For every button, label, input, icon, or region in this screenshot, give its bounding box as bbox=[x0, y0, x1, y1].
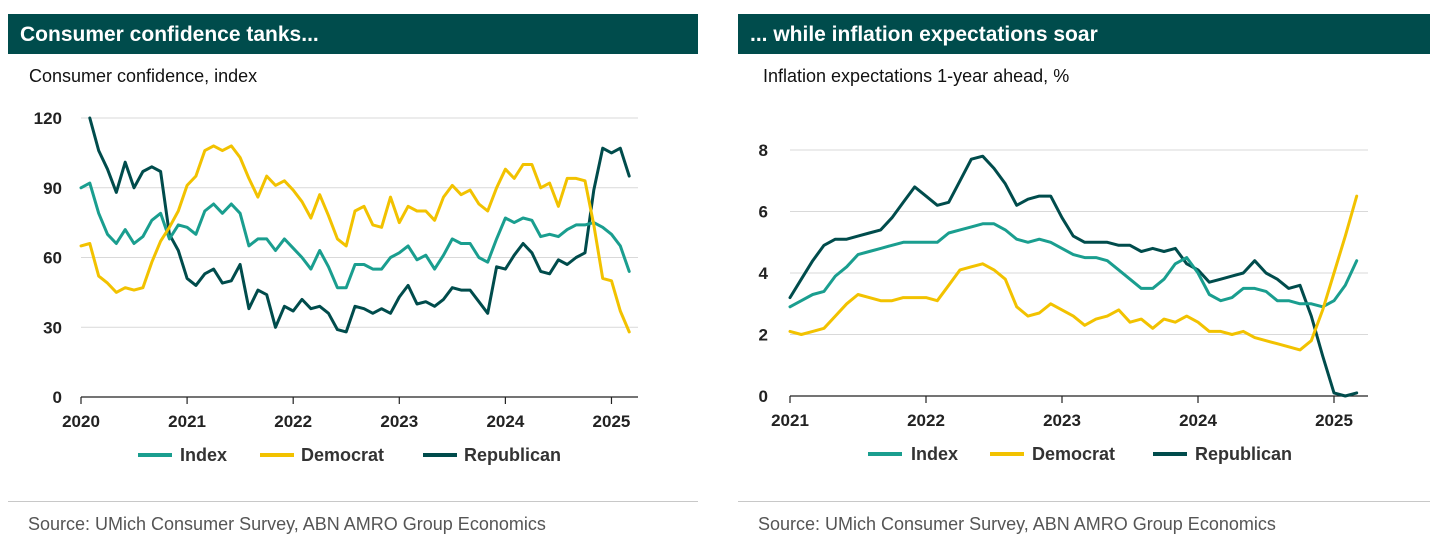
x-tick-label: 2021 bbox=[168, 412, 206, 431]
divider bbox=[738, 501, 1430, 502]
x-tick-label: 2023 bbox=[380, 412, 418, 431]
source-note: Source: UMich Consumer Survey, ABN AMRO … bbox=[28, 514, 546, 534]
y-tick-label: 60 bbox=[43, 249, 62, 268]
y-tick-label: 30 bbox=[43, 318, 62, 337]
legend-label: Republican bbox=[464, 445, 561, 465]
y-tick-label: 120 bbox=[34, 109, 62, 128]
y-tick-label: 6 bbox=[759, 203, 768, 222]
inflation-expectations-chart: 0 2 4 6 8 2021 2022 2023 2024 2025 Index Democrat Re… bbox=[759, 141, 1368, 464]
y-tick-label: 8 bbox=[759, 141, 768, 160]
series-line-republican bbox=[88, 116, 631, 334]
series-line-democrat bbox=[79, 144, 631, 334]
chart-title: ... while inflation expectations soar bbox=[750, 23, 1098, 46]
consumer-confidence-chart: 0 30 60 90 120 2020 2021 2022 2023 2024 2025 Index D… bbox=[34, 109, 638, 465]
right-panel: ... while inflation expectations soar In… bbox=[738, 0, 1430, 547]
x-tick-label: 2025 bbox=[593, 412, 631, 431]
series-line-democrat bbox=[788, 194, 1359, 352]
divider bbox=[8, 501, 698, 502]
series-line-index bbox=[79, 181, 631, 290]
y-tick-label: 2 bbox=[759, 326, 768, 345]
legend-label: Index bbox=[911, 444, 958, 464]
y-tick-label: 4 bbox=[759, 264, 769, 283]
x-tick-label: 2023 bbox=[1043, 411, 1081, 430]
x-tick-label: 2024 bbox=[486, 412, 524, 431]
chart-subtitle: Inflation expectations 1-year ahead, % bbox=[763, 66, 1070, 86]
y-tick-label: 0 bbox=[759, 387, 768, 406]
series-line-republican bbox=[788, 154, 1359, 398]
x-tick-label: 2020 bbox=[62, 412, 100, 431]
y-tick-label: 90 bbox=[43, 179, 62, 198]
legend-label: Democrat bbox=[301, 445, 384, 465]
series-line-index bbox=[788, 222, 1359, 309]
y-tick-label: 0 bbox=[53, 388, 62, 407]
x-tick-label: 2024 bbox=[1179, 411, 1217, 430]
x-tick-label: 2021 bbox=[771, 411, 809, 430]
chart-header: ... while inflation expectations soar bbox=[738, 14, 1430, 54]
x-tick-label: 2022 bbox=[907, 411, 945, 430]
legend-label: Republican bbox=[1195, 444, 1292, 464]
legend-label: Index bbox=[180, 445, 227, 465]
chart-header: Consumer confidence tanks... bbox=[8, 14, 698, 54]
left-panel: Consumer confidence tanks... Consumer co… bbox=[8, 0, 698, 547]
source-note: Source: UMich Consumer Survey, ABN AMRO … bbox=[758, 514, 1276, 534]
chart-title: Consumer confidence tanks... bbox=[20, 23, 319, 46]
x-tick-label: 2025 bbox=[1315, 411, 1353, 430]
chart-subtitle: Consumer confidence, index bbox=[29, 66, 258, 86]
legend-label: Democrat bbox=[1032, 444, 1115, 464]
x-tick-label: 2022 bbox=[274, 412, 312, 431]
